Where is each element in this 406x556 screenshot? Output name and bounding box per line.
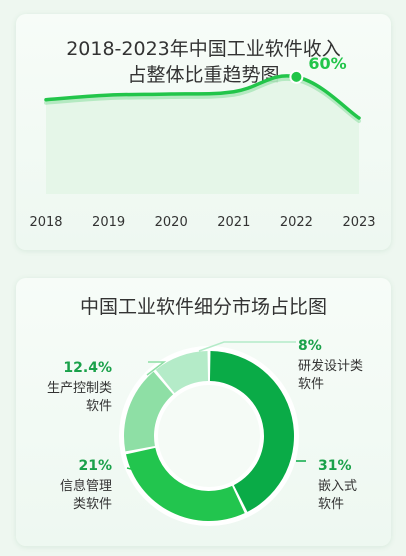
slice-name-label: 软件 xyxy=(86,399,112,414)
donut-slice xyxy=(209,351,294,512)
donut-chart-card: 中国工业软件细分市场占比图 31% 嵌入式 软件 21% 信息管理 类软件 12.4% 生产控… xyxy=(16,278,391,546)
line-area xyxy=(46,75,359,194)
donut-slice xyxy=(125,447,245,521)
slice-name-label: 生产控制类 xyxy=(47,381,112,396)
slice-name-label: 嵌入式 xyxy=(318,479,357,494)
x-tick-label: 2021 xyxy=(217,215,250,230)
line-shadow xyxy=(44,76,361,123)
leader-line xyxy=(126,467,167,479)
line-series xyxy=(44,74,361,120)
slice-name-label: 软件 xyxy=(298,377,324,392)
slice-name-label: 类软件 xyxy=(73,497,112,512)
donut-chart-title: 中国工业软件细分市场占比图 xyxy=(79,296,327,318)
x-tick-label: 2022 xyxy=(280,215,313,230)
x-tick-label: 2020 xyxy=(155,215,188,230)
x-tick-label: 2023 xyxy=(342,215,375,230)
highlight-point xyxy=(289,69,304,84)
donut-slice xyxy=(155,351,209,394)
donut-hole xyxy=(158,385,260,487)
line-chart: 60% 2018 2019 2020 2021 2022 2023 xyxy=(29,54,375,230)
slice-value-label: 31% xyxy=(318,458,352,474)
line-chart-card: 2018-2023年中国工业软件收入 占整体比重趋势图 60% 2018 2019 2… xyxy=(16,14,391,250)
leader-line xyxy=(146,361,167,376)
slice-name-label: 软件 xyxy=(318,497,344,512)
highlight-label: 60% xyxy=(308,54,346,73)
x-tick-label: 2018 xyxy=(29,215,62,230)
line-chart-title-line-2: 占整体比重趋势图 xyxy=(127,64,280,86)
slice-value-label: 8% xyxy=(298,338,322,354)
slice-value-label: 21% xyxy=(78,458,112,474)
line-chart-title-line-1: 2018-2023年中国工业软件收入 xyxy=(66,38,341,60)
slice-name-label: 研发设计类 xyxy=(298,358,363,374)
leader-line xyxy=(198,341,296,352)
line-chart-title: 2018-2023年中国工业软件收入 占整体比重趋势图 xyxy=(16,36,391,88)
slice-name-label: 信息管理 xyxy=(60,478,112,494)
x-tick-label: 2019 xyxy=(92,215,125,230)
donut-slice xyxy=(124,371,174,452)
slice-value-label: 12.4% xyxy=(63,360,112,376)
